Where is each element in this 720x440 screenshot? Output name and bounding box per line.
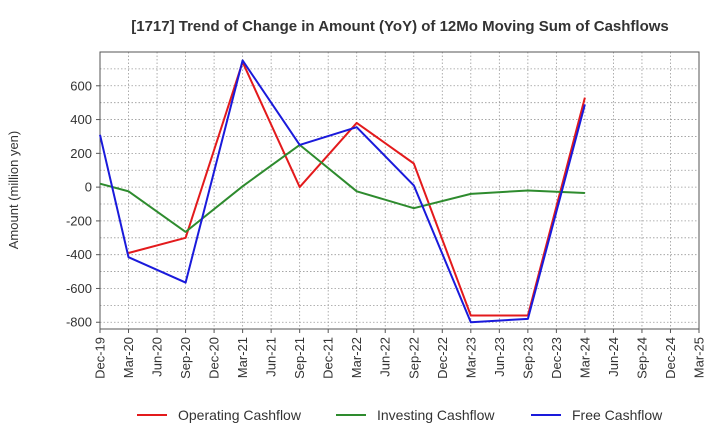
x-tick-label: Mar-24	[577, 337, 592, 378]
x-tick-label: Dec-23	[549, 337, 564, 379]
x-tick-label: Jun-21	[264, 337, 279, 377]
legend: Operating Cashflow Investing Cashflow Free…	[137, 407, 663, 423]
x-tick-label: Dec-22	[435, 337, 450, 379]
x-tick-label: Jun-22	[378, 337, 393, 377]
y-tick-label: -600	[66, 281, 92, 296]
x-tick-label: Mar-22	[349, 337, 364, 378]
y-tick-label: -400	[66, 247, 92, 262]
y-tick-label: -200	[66, 213, 92, 228]
y-tick-label: 400	[70, 112, 92, 127]
y-axis-label: Amount (million yen)	[6, 131, 21, 250]
x-tick-label: Dec-20	[207, 337, 222, 379]
x-tick-label: Dec-19	[93, 337, 108, 379]
legend-label-free-cashflow: Free Cashflow	[572, 407, 663, 423]
x-tick-label: Sep-24	[634, 337, 649, 379]
series-line-operating-cashflow	[128, 61, 586, 317]
y-tick-label: 200	[70, 146, 92, 161]
legend-label-operating-cashflow: Operating Cashflow	[178, 407, 302, 423]
x-tick-label: Jun-24	[606, 337, 621, 377]
x-tick-label: Sep-20	[178, 337, 193, 379]
x-tick-label: Sep-23	[520, 337, 535, 379]
x-tick-label: Jun-23	[492, 337, 507, 377]
y-tick-label: 600	[70, 78, 92, 93]
x-tick-label: Mar-25	[692, 337, 707, 378]
chart-title: [1717] Trend of Change in Amount (YoY) o…	[131, 18, 669, 35]
grid	[99, 51, 700, 329]
x-tick-label: Sep-21	[292, 337, 307, 379]
x-tick-label: Mar-23	[463, 337, 478, 378]
y-axis: 600 400 200 0 -200 -400 -600 -800	[66, 78, 100, 330]
x-tick-label: Sep-22	[406, 337, 421, 379]
plot-frame	[99, 51, 700, 330]
legend-label-investing-cashflow: Investing Cashflow	[377, 407, 495, 423]
y-tick-label: 0	[85, 180, 92, 195]
x-tick-label: Jun-20	[150, 337, 165, 377]
x-tick-label: Mar-21	[235, 337, 250, 378]
x-tick-label: Dec-24	[663, 337, 678, 379]
series-lines	[99, 59, 586, 324]
x-tick-label: Mar-20	[121, 337, 136, 378]
y-tick-label: -800	[66, 315, 92, 330]
x-tick-label: Dec-21	[321, 337, 336, 379]
x-axis: Dec-19 Mar-20 Jun-20 Sep-20 Dec-20 Mar-21 Jun-…	[93, 329, 707, 379]
series-line-investing-cashflow	[99, 143, 585, 233]
series-line-free-cashflow	[99, 59, 586, 324]
